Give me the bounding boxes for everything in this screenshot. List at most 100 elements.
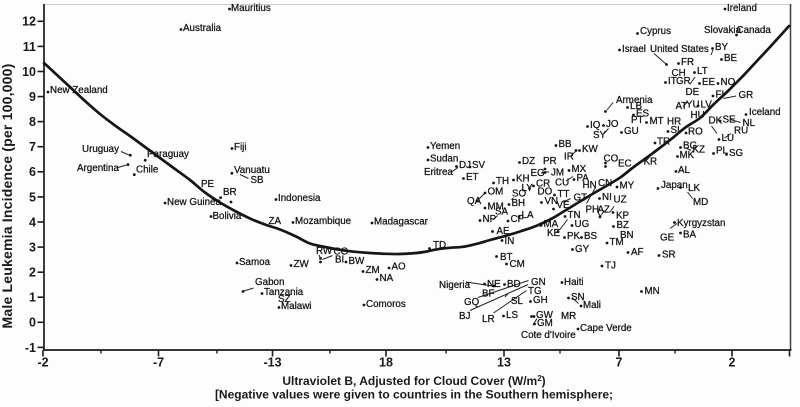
svg-text:MK: MK bbox=[680, 150, 695, 161]
svg-text:NL: NL bbox=[743, 118, 756, 129]
svg-text:KZ: KZ bbox=[693, 145, 706, 156]
svg-text:LR: LR bbox=[482, 314, 495, 325]
svg-text:LK: LK bbox=[688, 183, 700, 194]
svg-text:7: 7 bbox=[29, 140, 36, 154]
svg-text:TM: TM bbox=[610, 237, 624, 248]
svg-text:YU: YU bbox=[686, 100, 700, 111]
svg-text:-13: -13 bbox=[263, 356, 281, 370]
svg-text:ZW: ZW bbox=[294, 259, 310, 270]
svg-text:TR: TR bbox=[657, 137, 670, 148]
svg-text:ET: ET bbox=[466, 172, 479, 183]
svg-text:LT: LT bbox=[697, 66, 708, 77]
svg-text:GQ: GQ bbox=[464, 297, 480, 308]
svg-text:BS: BS bbox=[584, 231, 598, 242]
svg-text:GE: GE bbox=[660, 233, 675, 244]
svg-text:TT: TT bbox=[558, 189, 570, 200]
svg-text:IR: IR bbox=[564, 152, 574, 163]
svg-text:TN: TN bbox=[568, 210, 581, 221]
svg-text:Mali: Mali bbox=[583, 300, 601, 311]
svg-text:VE: VE bbox=[557, 200, 571, 211]
svg-text:TD: TD bbox=[433, 240, 446, 251]
svg-text:EC: EC bbox=[618, 159, 632, 170]
svg-text:AZ: AZ bbox=[598, 205, 611, 216]
svg-text:SZ: SZ bbox=[278, 294, 291, 305]
svg-text:DE: DE bbox=[686, 87, 700, 98]
svg-text:PH: PH bbox=[586, 205, 600, 216]
svg-text:1: 1 bbox=[29, 291, 36, 305]
svg-text:SR: SR bbox=[662, 250, 676, 261]
svg-text:MM: MM bbox=[488, 202, 504, 213]
svg-text:Cyprus: Cyprus bbox=[640, 26, 671, 37]
svg-text:FI: FI bbox=[716, 90, 725, 101]
svg-text:SY: SY bbox=[593, 130, 607, 141]
svg-text:RU: RU bbox=[734, 126, 748, 137]
svg-text:Cote d'Ivoire: Cote d'Ivoire bbox=[521, 330, 576, 341]
svg-text:GT: GT bbox=[574, 193, 588, 204]
svg-text:TH: TH bbox=[496, 176, 509, 187]
svg-text:CN: CN bbox=[598, 178, 612, 189]
svg-text:Yemen: Yemen bbox=[430, 141, 460, 152]
svg-text:AO: AO bbox=[392, 262, 407, 273]
svg-text:HU: HU bbox=[691, 110, 705, 121]
svg-text:Japan: Japan bbox=[661, 180, 688, 191]
svg-text:SO: SO bbox=[512, 189, 527, 200]
svg-text:Ultraviolet B, Adjusted for Cl: Ultraviolet B, Adjusted for Cloud Cover … bbox=[282, 374, 545, 388]
svg-text:Gabon: Gabon bbox=[255, 277, 284, 288]
svg-text:ZA: ZA bbox=[269, 216, 282, 227]
svg-text:9: 9 bbox=[29, 90, 36, 104]
svg-text:-1: -1 bbox=[25, 341, 36, 355]
svg-text:CU: CU bbox=[555, 178, 569, 189]
svg-text:11: 11 bbox=[23, 40, 36, 54]
svg-text:MX: MX bbox=[572, 164, 587, 175]
svg-text:Australia: Australia bbox=[183, 23, 222, 34]
svg-text:SA: SA bbox=[495, 207, 509, 218]
svg-text:7: 7 bbox=[616, 356, 623, 370]
svg-text:New Zealand: New Zealand bbox=[50, 85, 108, 96]
svg-text:GW: GW bbox=[536, 310, 554, 321]
svg-text:PL: PL bbox=[716, 146, 729, 157]
svg-text:KP: KP bbox=[616, 211, 630, 222]
svg-text:BD: BD bbox=[507, 279, 521, 290]
svg-text:BY: BY bbox=[715, 42, 729, 53]
svg-text:FR: FR bbox=[681, 57, 694, 68]
svg-text:EE: EE bbox=[702, 77, 716, 88]
svg-text:DZ: DZ bbox=[522, 156, 535, 167]
svg-text:-7: -7 bbox=[153, 356, 164, 370]
svg-text:GM: GM bbox=[537, 318, 553, 329]
svg-text:BB: BB bbox=[559, 139, 573, 150]
svg-text:HN: HN bbox=[583, 180, 597, 191]
svg-text:EG: EG bbox=[531, 168, 545, 179]
svg-text:AT: AT bbox=[676, 101, 688, 112]
svg-text:Armenia: Armenia bbox=[616, 95, 653, 106]
svg-text:CF: CF bbox=[511, 214, 524, 225]
svg-text:SL: SL bbox=[511, 296, 524, 307]
svg-text:PT: PT bbox=[631, 115, 644, 126]
svg-text:UG: UG bbox=[575, 219, 590, 230]
svg-text:IT: IT bbox=[668, 76, 677, 87]
svg-text:KH: KH bbox=[516, 174, 530, 185]
svg-text:AE: AE bbox=[497, 226, 511, 237]
svg-text:Mauritius: Mauritius bbox=[231, 3, 271, 14]
svg-text:NI: NI bbox=[602, 192, 612, 203]
svg-text:NP: NP bbox=[483, 214, 497, 225]
svg-text:4: 4 bbox=[29, 215, 36, 229]
svg-text:Ireland: Ireland bbox=[727, 3, 757, 14]
svg-text:RW: RW bbox=[316, 246, 333, 257]
svg-text:DJ: DJ bbox=[459, 160, 471, 171]
svg-text:Nigeria: Nigeria bbox=[439, 280, 471, 291]
svg-text:PK: PK bbox=[567, 231, 581, 242]
svg-text:Madagascar: Madagascar bbox=[374, 217, 429, 228]
svg-text:SE: SE bbox=[723, 115, 737, 126]
svg-text:AL: AL bbox=[678, 165, 691, 176]
svg-text:Malawi: Malawi bbox=[281, 301, 312, 312]
svg-text:RO: RO bbox=[688, 127, 703, 138]
svg-text:LS: LS bbox=[506, 310, 518, 321]
svg-text:United States: United States bbox=[650, 44, 709, 55]
svg-text:Fiji: Fiji bbox=[234, 142, 247, 153]
svg-text:LU: LU bbox=[722, 133, 735, 144]
svg-text:Indonesia: Indonesia bbox=[278, 193, 321, 204]
svg-text:MY: MY bbox=[620, 181, 635, 192]
svg-text:18: 18 bbox=[379, 356, 393, 370]
svg-text:AF: AF bbox=[631, 247, 644, 258]
svg-text:3: 3 bbox=[29, 241, 36, 255]
